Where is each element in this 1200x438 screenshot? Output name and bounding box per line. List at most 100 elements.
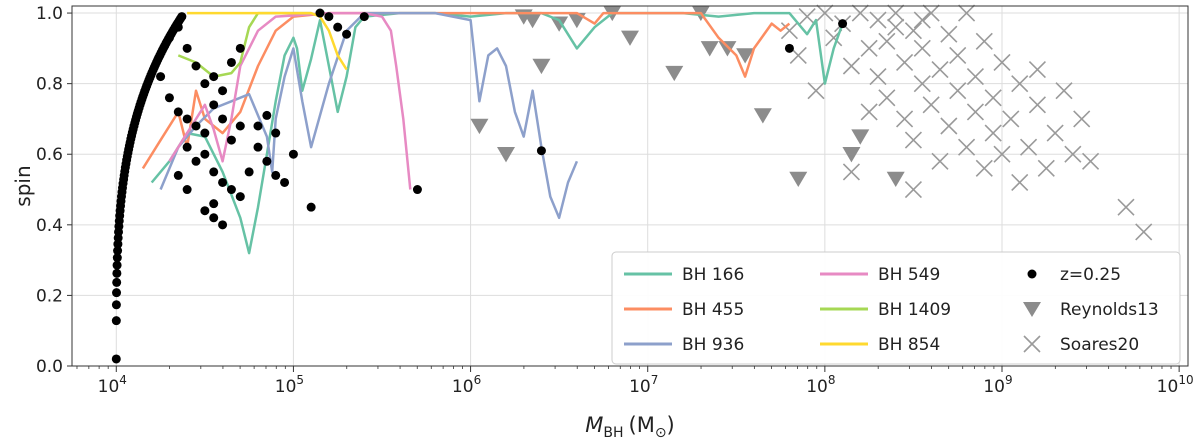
- x-tick-label: 109: [983, 373, 1012, 397]
- y-tick-label: 0.6: [36, 145, 63, 165]
- z025-point: [536, 146, 546, 156]
- z025-track-point: [111, 354, 121, 364]
- z025-point: [226, 135, 236, 145]
- soares20-point: [896, 110, 914, 128]
- legend: BH 166 BH 455 BH 936 BH 549 BH 1409 BH 854 z=0…: [611, 251, 1181, 365]
- z025-point: [784, 43, 794, 53]
- z025-point: [182, 142, 192, 152]
- z025-point: [191, 121, 201, 131]
- soares20-point: [904, 180, 922, 199]
- soares20-point: [1064, 145, 1082, 163]
- soares20-point: [1135, 223, 1153, 241]
- series-line-bh-166: [150, 11, 844, 255]
- legend-label: z=0.25: [1060, 265, 1121, 285]
- reynolds13-point: [621, 30, 639, 46]
- soares20-point: [966, 68, 984, 86]
- soares20-point: [816, 4, 834, 22]
- x-tick-label: 108: [806, 373, 835, 397]
- z025-point: [244, 167, 254, 177]
- z025-point: [156, 72, 166, 82]
- soares20-point: [860, 103, 878, 121]
- reynolds13-point: [851, 129, 870, 145]
- soares20-point: [993, 145, 1011, 163]
- z025-point: [173, 107, 183, 117]
- y-axis-label: spin: [11, 165, 35, 206]
- soares20-point: [958, 4, 976, 22]
- z025-point: [306, 202, 316, 212]
- soares20-point: [1082, 152, 1100, 170]
- z025-track-point: [113, 246, 123, 256]
- soares20-point: [966, 103, 984, 121]
- soares20-point: [940, 117, 958, 135]
- z025-track-point: [112, 277, 122, 287]
- soares20-point: [842, 163, 860, 181]
- soares20-point: [807, 82, 825, 100]
- soares20-point: [896, 53, 914, 72]
- z025-point: [235, 121, 245, 131]
- y-tick-label: 0.2: [36, 286, 63, 306]
- reynolds13-point: [700, 41, 719, 57]
- legend-swatch: [1023, 302, 1041, 317]
- soares20-point: [904, 22, 922, 40]
- z025-point: [218, 114, 228, 124]
- soares20-point: [1055, 82, 1073, 100]
- x-tick-label: 1010: [1157, 373, 1194, 397]
- series-line-bh-549: [168, 11, 412, 190]
- soares20-point: [1020, 138, 1038, 156]
- legend-label: Soares20: [1060, 335, 1139, 355]
- z025-point: [262, 156, 272, 166]
- reynolds13-point: [497, 147, 515, 163]
- axis-ticks: 0.0 0.2 0.4 0.6 0.8 1.0 104 105 106 107 108 109 1010: [36, 4, 1194, 397]
- z025-point: [324, 12, 334, 22]
- soares20-point: [860, 39, 878, 57]
- soares20-point: [993, 53, 1011, 72]
- legend-label: Reynolds13: [1060, 300, 1159, 320]
- z025-point: [173, 22, 183, 32]
- z025-track-point: [111, 300, 121, 310]
- soares20-point: [984, 124, 1002, 142]
- z025-track-point: [112, 268, 122, 278]
- z025-track-point: [112, 260, 122, 270]
- z025-point: [218, 86, 228, 96]
- reynolds13-point: [753, 108, 772, 124]
- soares20-point: [1011, 75, 1029, 93]
- series-line-bh-854: [187, 11, 348, 71]
- soares20-point: [878, 89, 896, 107]
- y-tick-label: 0.0: [36, 357, 63, 377]
- series-line-bh-455: [141, 11, 791, 170]
- z025-point: [200, 79, 210, 89]
- axes-frame: [71, 5, 1189, 367]
- soares20-point: [851, 4, 869, 22]
- z025-point: [226, 185, 236, 195]
- soares20-point: [1046, 124, 1064, 142]
- reynolds13-point: [470, 118, 489, 135]
- legend-label: BH 936: [682, 335, 744, 355]
- soares20-point: [949, 82, 967, 100]
- reynolds13-point: [842, 147, 861, 163]
- z025-point: [164, 33, 174, 43]
- soares20-point: [975, 32, 993, 50]
- soares20-point: [949, 46, 967, 64]
- soares20-point: [887, 4, 905, 22]
- z025-point: [333, 22, 343, 32]
- z025-point: [200, 128, 210, 138]
- soares20-point: [798, 8, 816, 26]
- z025-point: [262, 110, 272, 120]
- soares20-point: [913, 39, 931, 57]
- soares20-point: [1028, 60, 1046, 79]
- z025-point: [315, 8, 325, 18]
- z025-point: [218, 177, 228, 187]
- legend-swatch: [1027, 269, 1037, 279]
- z025-point: [253, 121, 263, 131]
- z025-point: [271, 128, 281, 138]
- soares20-point: [931, 60, 949, 79]
- z025-point: [359, 12, 369, 22]
- plot-area: [111, 4, 1153, 364]
- soares20-point: [913, 11, 931, 29]
- z025-point: [209, 72, 219, 82]
- x-tick-label: 104: [98, 373, 127, 397]
- soares20-point: [940, 25, 958, 43]
- z025-point: [191, 156, 201, 166]
- legend-label: BH 549: [878, 265, 940, 285]
- z025-point: [412, 185, 422, 195]
